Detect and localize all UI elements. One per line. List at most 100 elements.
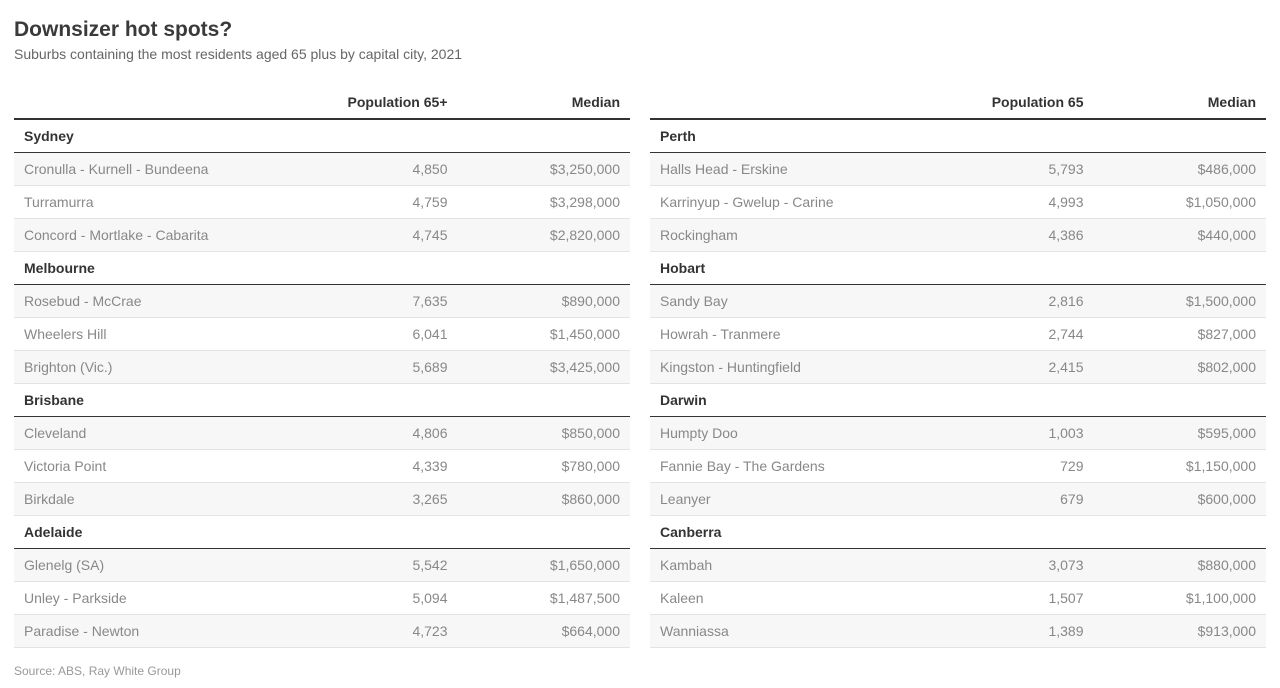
suburb-name: Unley - Parkside	[14, 582, 291, 615]
table-columns: Population 65+ Median SydneyCronulla - K…	[14, 88, 1266, 648]
table-row: Humpty Doo1,003$595,000	[650, 417, 1266, 450]
col-header-blank	[650, 88, 927, 119]
pop-value: 5,793	[927, 153, 1093, 186]
table-row: Kingston - Huntingfield2,415$802,000	[650, 351, 1266, 384]
suburb-name: Rockingham	[650, 219, 927, 252]
page-subtitle: Suburbs containing the most residents ag…	[14, 46, 1266, 62]
table-row: Kambah3,073$880,000	[650, 549, 1266, 582]
pop-value: 4,993	[927, 186, 1093, 219]
city-header: Perth	[650, 119, 1266, 153]
table-row: Fannie Bay - The Gardens729$1,150,000	[650, 450, 1266, 483]
median-value: $595,000	[1094, 417, 1267, 450]
pop-value: 2,816	[927, 285, 1093, 318]
suburb-name: Wheelers Hill	[14, 318, 291, 351]
suburb-name: Cronulla - Kurnell - Bundeena	[14, 153, 291, 186]
pop-value: 4,386	[927, 219, 1093, 252]
suburb-name: Kingston - Huntingfield	[650, 351, 927, 384]
median-value: $890,000	[458, 285, 631, 318]
pop-value: 5,542	[291, 549, 457, 582]
suburb-name: Howrah - Tranmere	[650, 318, 927, 351]
table-row: Karrinyup - Gwelup - Carine4,993$1,050,0…	[650, 186, 1266, 219]
suburb-name: Sandy Bay	[650, 285, 927, 318]
pop-value: 679	[927, 483, 1093, 516]
table-row: Wanniassa1,389$913,000	[650, 615, 1266, 648]
suburb-name: Birkdale	[14, 483, 291, 516]
pop-value: 7,635	[291, 285, 457, 318]
median-value: $802,000	[1094, 351, 1267, 384]
suburb-name: Halls Head - Erskine	[650, 153, 927, 186]
pop-value: 2,744	[927, 318, 1093, 351]
suburb-name: Karrinyup - Gwelup - Carine	[650, 186, 927, 219]
table-row: Wheelers Hill6,041$1,450,000	[14, 318, 630, 351]
page-title: Downsizer hot spots?	[14, 18, 1266, 42]
pop-value: 2,415	[927, 351, 1093, 384]
table-row: Paradise - Newton4,723$664,000	[14, 615, 630, 648]
median-value: $1,487,500	[458, 582, 631, 615]
pop-value: 1,389	[927, 615, 1093, 648]
col-header-median: Median	[1094, 88, 1267, 119]
source-text: Source: ABS, Ray White Group	[14, 664, 1266, 678]
median-value: $3,250,000	[458, 153, 631, 186]
median-value: $860,000	[458, 483, 631, 516]
suburb-name: Victoria Point	[14, 450, 291, 483]
table-row: Howrah - Tranmere2,744$827,000	[650, 318, 1266, 351]
pop-value: 1,003	[927, 417, 1093, 450]
city-header: Brisbane	[14, 384, 630, 417]
pop-value: 5,094	[291, 582, 457, 615]
suburb-name: Glenelg (SA)	[14, 549, 291, 582]
table-row: Unley - Parkside5,094$1,487,500	[14, 582, 630, 615]
pop-value: 4,806	[291, 417, 457, 450]
table-row: Cleveland4,806$850,000	[14, 417, 630, 450]
city-header: Darwin	[650, 384, 1266, 417]
median-value: $664,000	[458, 615, 631, 648]
suburb-name: Turramurra	[14, 186, 291, 219]
suburb-name: Fannie Bay - The Gardens	[650, 450, 927, 483]
pop-value: 6,041	[291, 318, 457, 351]
suburb-name: Concord - Mortlake - Cabarita	[14, 219, 291, 252]
table-row: Concord - Mortlake - Cabarita4,745$2,820…	[14, 219, 630, 252]
suburb-name: Rosebud - McCrae	[14, 285, 291, 318]
suburb-name: Kaleen	[650, 582, 927, 615]
suburb-name: Cleveland	[14, 417, 291, 450]
city-header: Hobart	[650, 252, 1266, 285]
table-row: Glenelg (SA)5,542$1,650,000	[14, 549, 630, 582]
median-value: $1,650,000	[458, 549, 631, 582]
city-header: Adelaide	[14, 516, 630, 549]
suburb-name: Leanyer	[650, 483, 927, 516]
pop-value: 3,265	[291, 483, 457, 516]
median-value: $600,000	[1094, 483, 1267, 516]
suburb-name: Paradise - Newton	[14, 615, 291, 648]
pop-value: 4,850	[291, 153, 457, 186]
table-row: Cronulla - Kurnell - Bundeena4,850$3,250…	[14, 153, 630, 186]
median-value: $3,425,000	[458, 351, 631, 384]
table-row: Turramurra4,759$3,298,000	[14, 186, 630, 219]
median-value: $913,000	[1094, 615, 1267, 648]
pop-value: 5,689	[291, 351, 457, 384]
city-header: Sydney	[14, 119, 630, 153]
city-header: Canberra	[650, 516, 1266, 549]
left-table: Population 65+ Median SydneyCronulla - K…	[14, 88, 630, 648]
pop-value: 1,507	[927, 582, 1093, 615]
suburb-name: Kambah	[650, 549, 927, 582]
suburb-name: Wanniassa	[650, 615, 927, 648]
table-row: Birkdale3,265$860,000	[14, 483, 630, 516]
suburb-name: Humpty Doo	[650, 417, 927, 450]
col-header-blank	[14, 88, 291, 119]
median-value: $780,000	[458, 450, 631, 483]
table-row: Brighton (Vic.)5,689$3,425,000	[14, 351, 630, 384]
col-header-pop: Population 65+	[291, 88, 457, 119]
right-column: Population 65 Median PerthHalls Head - E…	[640, 88, 1266, 648]
pop-value: 4,339	[291, 450, 457, 483]
table-row: Halls Head - Erskine5,793$486,000	[650, 153, 1266, 186]
city-header: Melbourne	[14, 252, 630, 285]
median-value: $440,000	[1094, 219, 1267, 252]
suburb-name: Brighton (Vic.)	[14, 351, 291, 384]
median-value: $1,050,000	[1094, 186, 1267, 219]
table-row: Rockingham4,386$440,000	[650, 219, 1266, 252]
median-value: $1,500,000	[1094, 285, 1267, 318]
pop-value: 4,745	[291, 219, 457, 252]
pop-value: 4,723	[291, 615, 457, 648]
median-value: $486,000	[1094, 153, 1267, 186]
median-value: $880,000	[1094, 549, 1267, 582]
left-column: Population 65+ Median SydneyCronulla - K…	[14, 88, 640, 648]
